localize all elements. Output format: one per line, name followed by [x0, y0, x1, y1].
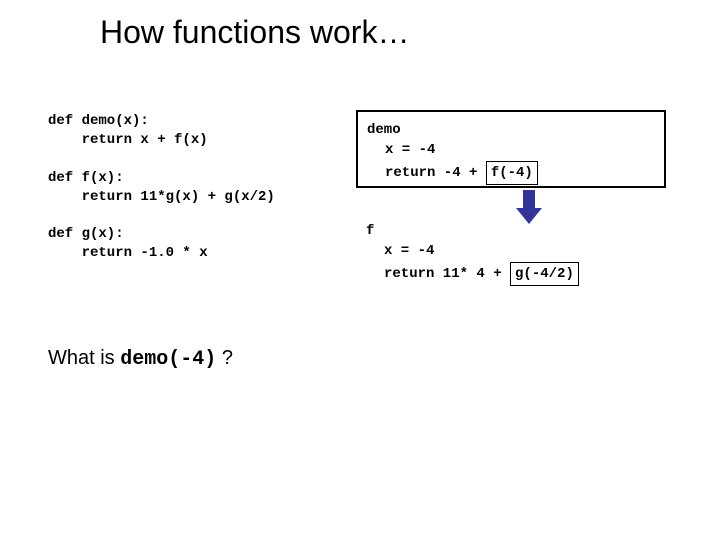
- question-suffix: ?: [216, 347, 233, 369]
- trace-box-demo: demo x = -4 return -4 + f(-4): [356, 110, 666, 188]
- code-demo-def: def demo(x): return x + f(x): [48, 113, 208, 148]
- trace-demo-name: demo: [367, 120, 655, 140]
- trace-f-l2-box: g(-4/2): [510, 262, 579, 286]
- question-text: What is demo(-4) ?: [48, 347, 233, 371]
- code-f-def: def f(x): return 11*g(x) + g(x/2): [48, 170, 275, 205]
- code-definitions: def demo(x): return x + f(x) def f(x): r…: [48, 112, 275, 263]
- trace-demo-line1: x = -4: [367, 140, 655, 160]
- trace-f-line2: return 11* 4 + g(-4/2): [366, 262, 698, 286]
- trace-demo-line2: return -4 + f(-4): [367, 161, 655, 185]
- trace-demo-l2-prefix: return -4 +: [385, 165, 486, 181]
- code-g-def: def g(x): return -1.0 * x: [48, 226, 208, 261]
- trace-f-l2-prefix: return 11* 4 +: [384, 266, 510, 282]
- trace-f-name: f: [366, 221, 698, 241]
- page-title: How functions work…: [100, 14, 409, 51]
- question-call: demo(-4): [120, 348, 216, 371]
- trace-demo-l2-box: f(-4): [486, 161, 538, 185]
- trace-box-f: f x = -4 return 11* 4 + g(-4/2): [362, 219, 702, 281]
- trace-f-line1: x = -4: [366, 241, 698, 261]
- question-prefix: What is: [48, 347, 120, 369]
